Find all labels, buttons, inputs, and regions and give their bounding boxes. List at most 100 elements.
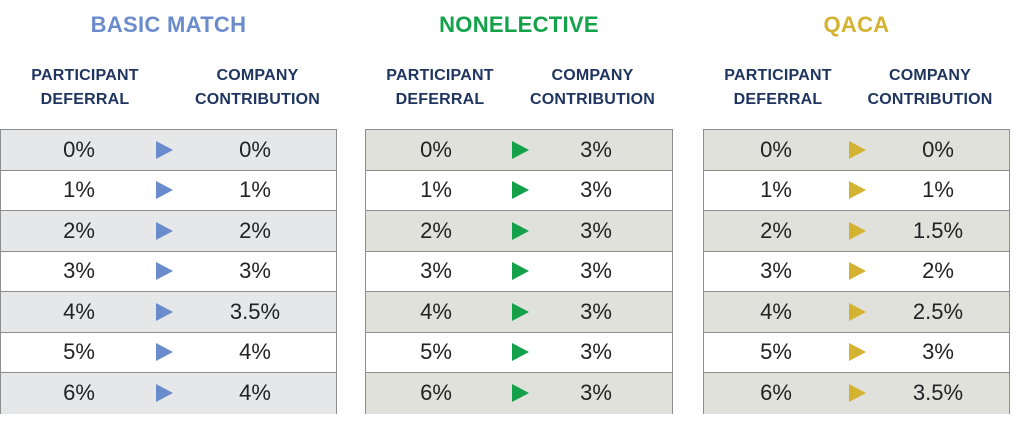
header-line: DEFERRAL (733, 91, 823, 108)
table-row: 1% 1% (1, 170, 336, 211)
header-line: COMPANY (889, 67, 971, 84)
deferral-cell: 3% (760, 258, 792, 284)
deferral-cell: 4% (420, 298, 452, 324)
contribution-cell: 3% (580, 258, 612, 284)
right-arrow-icon (156, 181, 173, 200)
table-row: 3% 2% (704, 251, 1009, 292)
table-row: 2% 1.5% (704, 211, 1009, 252)
table-row: 0% 0% (1, 130, 336, 171)
right-arrow-icon (512, 181, 529, 200)
header-line: CONTRIBUTION (867, 91, 993, 108)
table-row: 3% 3% (366, 251, 672, 292)
deferral-cell: 6% (63, 380, 95, 406)
contribution-cell: 4% (239, 339, 271, 365)
company-contribution-header: COMPANY CONTRIBUTION (185, 64, 330, 112)
header-line: CONTRIBUTION (194, 91, 321, 108)
header-line: PARTICIPANT (724, 67, 832, 84)
contribution-table: 0% 0% 1% 1% 2% 1.5% 3% 2% 4% 2.5% 5% 3% (703, 129, 1010, 414)
contribution-cell: 3.5% (229, 298, 281, 324)
contribution-cell: 3% (580, 177, 612, 203)
contribution-cell: 3% (239, 258, 271, 284)
company-contribution-header: COMPANY CONTRIBUTION (857, 64, 1003, 112)
table-row: 6% 3.5% (704, 373, 1009, 414)
header-line: COMPANY (216, 67, 299, 84)
table-row: 5% 3% (366, 332, 672, 373)
table-row: 1% 1% (704, 170, 1009, 211)
right-arrow-icon (849, 262, 866, 281)
deferral-cell: 2% (420, 217, 452, 243)
deferral-cell: 3% (420, 258, 452, 284)
deferral-cell: 1% (63, 177, 95, 203)
contribution-cell: 2% (239, 217, 271, 243)
table-row: 4% 3.5% (1, 292, 336, 333)
deferral-cell: 3% (63, 258, 95, 284)
right-arrow-icon (849, 384, 866, 403)
table-row: 5% 3% (704, 332, 1009, 373)
right-arrow-icon (156, 140, 173, 159)
right-arrow-icon (849, 181, 866, 200)
table-row: 4% 2.5% (704, 292, 1009, 333)
panel-qaca: QACA PARTICIPANT DEFERRAL COMPANY CONTRI… (703, 0, 1010, 433)
participant-deferral-header: PARTICIPANT DEFERRAL (703, 64, 853, 112)
right-arrow-icon (512, 384, 529, 403)
deferral-cell: 5% (760, 339, 792, 365)
contribution-cell: 0% (239, 136, 271, 162)
company-contribution-header: COMPANY CONTRIBUTION (520, 64, 665, 112)
deferral-cell: 2% (63, 217, 95, 243)
contribution-cell: 3% (580, 298, 612, 324)
contribution-cell: 2% (922, 258, 954, 284)
table-row: 5% 4% (1, 332, 336, 373)
header-line: CONTRIBUTION (529, 91, 656, 108)
header-line: COMPANY (551, 67, 634, 84)
header-line: DEFERRAL (40, 91, 130, 108)
table-row: 4% 3% (366, 292, 672, 333)
deferral-cell: 1% (420, 177, 452, 203)
table-row: 6% 3% (366, 373, 672, 414)
panel-title: QACA (823, 12, 890, 37)
panel-basic-match: BASIC MATCH PARTICIPANT DEFERRAL COMPANY… (0, 0, 337, 433)
deferral-cell: 0% (420, 136, 452, 162)
right-arrow-icon (849, 221, 866, 240)
header-line: PARTICIPANT (386, 67, 494, 84)
table-row: 0% 3% (366, 130, 672, 171)
deferral-cell: 0% (760, 136, 792, 162)
deferral-cell: 2% (760, 217, 792, 243)
contribution-cell: 3% (922, 339, 954, 365)
contribution-cell: 3% (580, 136, 612, 162)
right-arrow-icon (512, 343, 529, 362)
contribution-cell: 0% (922, 136, 954, 162)
table-row: 6% 4% (1, 373, 336, 414)
right-arrow-icon (849, 302, 866, 321)
contribution-cell: 1% (239, 177, 271, 203)
right-arrow-icon (512, 140, 529, 159)
table-row: 3% 3% (1, 251, 336, 292)
right-arrow-icon (156, 221, 173, 240)
right-arrow-icon (512, 262, 529, 281)
contribution-cell: 3% (580, 217, 612, 243)
right-arrow-icon (512, 302, 529, 321)
contribution-table: 0% 0% 1% 1% 2% 2% 3% 3% 4% 3.5% 5% 4% (0, 129, 337, 414)
deferral-cell: 1% (760, 177, 792, 203)
contribution-cell: 4% (239, 380, 271, 406)
deferral-cell: 5% (420, 339, 452, 365)
deferral-cell: 4% (63, 298, 95, 324)
contribution-cell: 3% (580, 380, 612, 406)
deferral-cell: 4% (760, 298, 792, 324)
deferral-cell: 5% (63, 339, 95, 365)
table-row: 2% 2% (1, 211, 336, 252)
right-arrow-icon (156, 262, 173, 281)
deferral-cell: 0% (63, 136, 95, 162)
contribution-table: 0% 3% 1% 3% 2% 3% 3% 3% 4% 3% 5% 3% (365, 129, 673, 414)
deferral-cell: 6% (760, 380, 792, 406)
right-arrow-icon (156, 384, 173, 403)
participant-deferral-header: PARTICIPANT DEFERRAL (365, 64, 515, 112)
header-line: DEFERRAL (395, 91, 485, 108)
contribution-cell: 1% (922, 177, 954, 203)
panel-title: NONELECTIVE (439, 12, 599, 37)
table-row: 0% 0% (704, 130, 1009, 171)
contribution-cell: 2.5% (912, 298, 964, 324)
right-arrow-icon (156, 343, 173, 362)
header-line: PARTICIPANT (31, 67, 139, 84)
contribution-cell: 3.5% (912, 380, 964, 406)
table-row: 1% 3% (366, 170, 672, 211)
